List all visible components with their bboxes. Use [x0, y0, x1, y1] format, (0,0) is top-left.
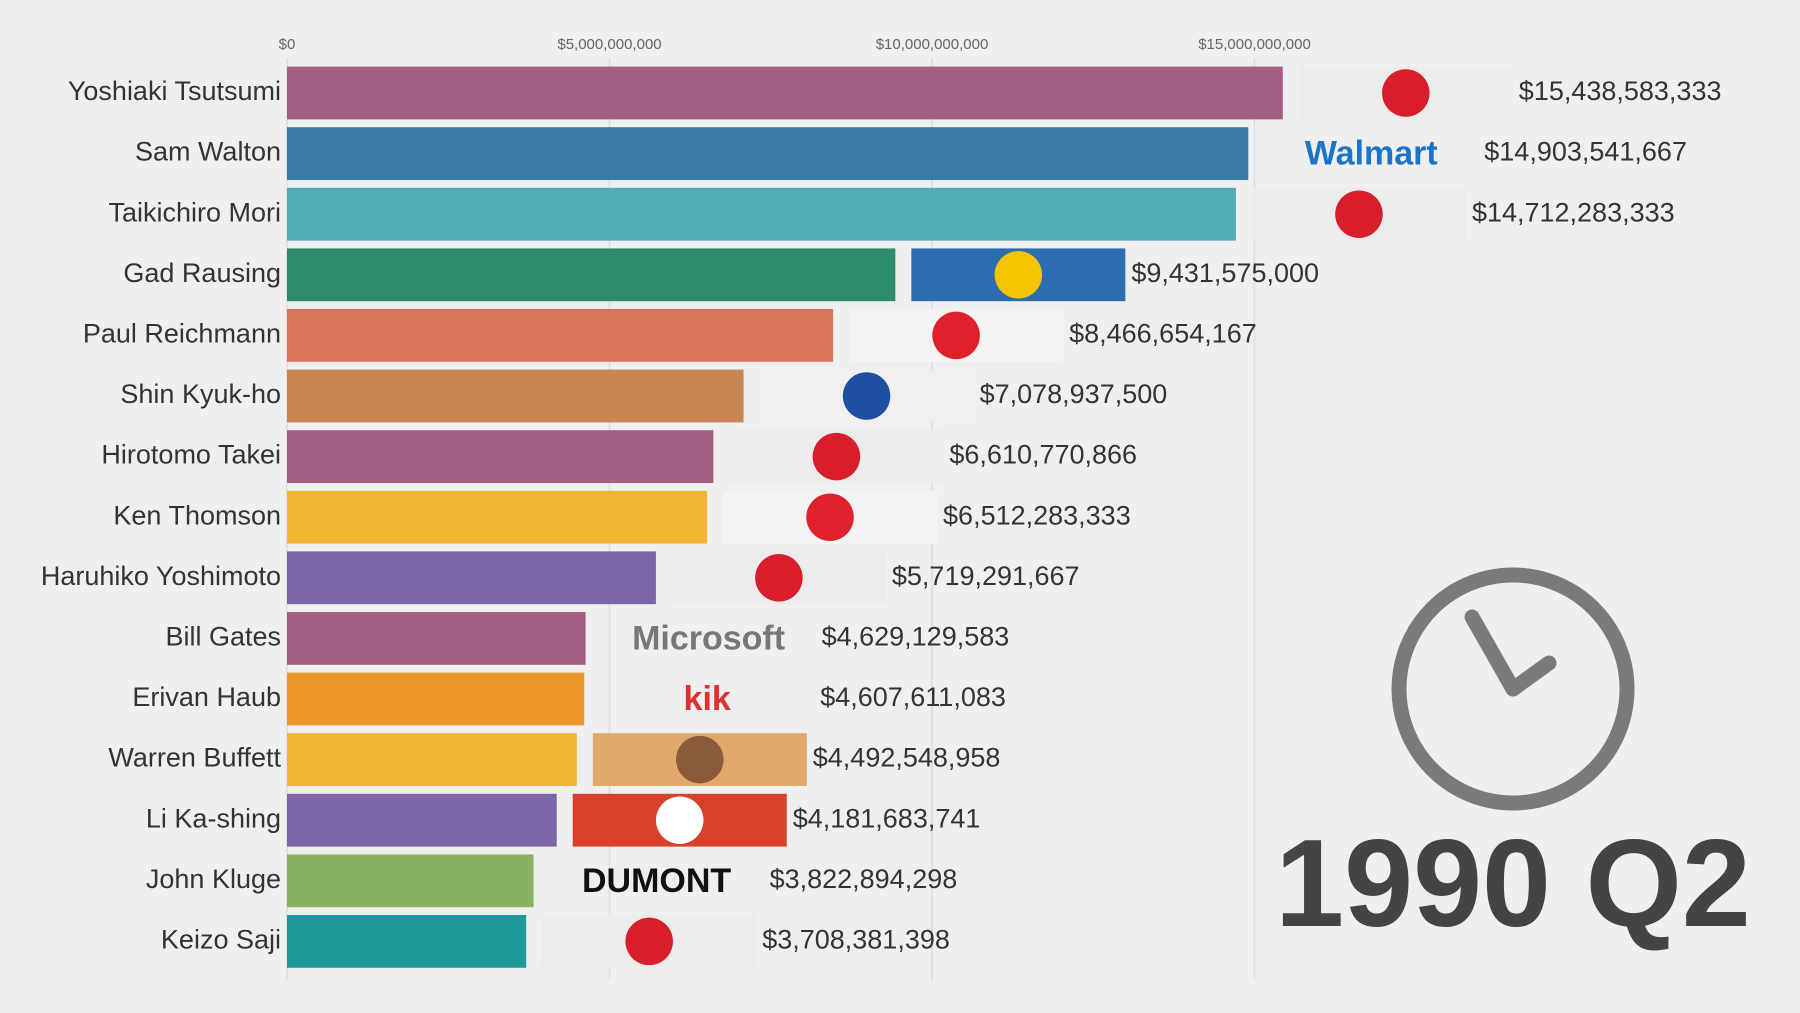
category-label: Sam Walton — [135, 137, 281, 167]
bar — [287, 430, 714, 483]
category-label: Ken Thomson — [113, 500, 281, 530]
bar — [287, 733, 577, 786]
flag-emblem — [812, 432, 861, 481]
flag-emblem — [932, 311, 980, 360]
value-label: $4,181,683,741 — [793, 803, 981, 833]
badge: DUMONT — [582, 862, 731, 900]
bar — [287, 490, 708, 544]
bar — [287, 551, 656, 605]
badge — [572, 793, 787, 847]
category-label: Keizo Saji — [161, 925, 281, 955]
value-label: $5,719,291,667 — [892, 561, 1080, 591]
bar — [287, 66, 1283, 120]
value-label: $9,431,575,000 — [1131, 258, 1319, 288]
value-label: $3,708,381,398 — [762, 925, 950, 955]
value-label: $4,607,611,083 — [820, 682, 1006, 712]
value-label: $14,712,283,333 — [1472, 197, 1675, 227]
category-label: Haruhiko Yoshimoto — [41, 561, 281, 591]
clock-hand — [1505, 655, 1557, 697]
category-label: Taikichiro Mori — [108, 197, 281, 227]
logo-text: Walmart — [1305, 135, 1438, 173]
bar — [287, 672, 585, 726]
flag-emblem — [806, 493, 854, 541]
bar — [287, 612, 586, 665]
value-label: $8,466,654,167 — [1069, 319, 1257, 349]
badge — [542, 915, 757, 968]
logo-text: Microsoft — [632, 619, 785, 657]
category-label: Erivan Haub — [132, 682, 281, 712]
flag-emblem — [676, 735, 724, 784]
bar — [287, 854, 534, 908]
flag-emblem — [755, 554, 803, 602]
x-tick-label: $10,000,000,000 — [876, 36, 989, 53]
bar — [287, 127, 1249, 180]
value-label: $14,903,541,667 — [1484, 137, 1687, 167]
category-label: Li Ka-shing — [146, 803, 281, 833]
period-label: 1990 Q2 — [1275, 815, 1751, 953]
badge — [1251, 187, 1466, 241]
flag-emblem — [842, 372, 891, 420]
value-label: $15,438,583,333 — [1519, 76, 1722, 106]
value-label: $6,512,283,333 — [943, 500, 1131, 530]
flag-emblem — [655, 796, 704, 844]
logo-text: kik — [684, 680, 731, 718]
category-label: Hirotomo Takei — [101, 440, 281, 470]
x-tick-label: $15,000,000,000 — [1198, 36, 1311, 53]
category-label: Yoshiaki Tsutsumi — [68, 76, 281, 106]
bar — [287, 793, 557, 847]
x-tick-label: $5,000,000,000 — [557, 36, 661, 53]
badge — [759, 369, 974, 423]
flag-emblem — [1382, 69, 1430, 117]
bar — [287, 369, 744, 423]
clock-icon — [1391, 567, 1635, 811]
category-label: Bill Gates — [165, 622, 281, 652]
clock-hand — [1464, 609, 1521, 697]
value-label: $6,610,770,866 — [949, 440, 1137, 470]
value-label: $7,078,937,500 — [980, 379, 1168, 409]
bar — [287, 915, 527, 968]
badge — [849, 309, 1064, 362]
badge — [729, 430, 944, 483]
bar — [287, 248, 896, 302]
x-tick-label: $0 — [279, 36, 296, 53]
flag-emblem — [994, 251, 1043, 299]
value-label: $3,822,894,298 — [770, 864, 958, 894]
badge — [1298, 66, 1513, 120]
category-label: Gad Rausing — [123, 258, 281, 288]
bar — [287, 187, 1236, 241]
category-label: Paul Reichmann — [83, 319, 281, 349]
badge: Microsoft — [632, 619, 785, 657]
category-label: Shin Kyuk-ho — [120, 379, 281, 409]
bar — [287, 309, 834, 362]
value-label: $4,492,548,958 — [813, 743, 1001, 773]
badge — [911, 248, 1126, 302]
value-label: $4,629,129,583 — [822, 622, 1010, 652]
badge — [671, 551, 886, 605]
category-label: John Kluge — [146, 864, 281, 894]
badge: kik — [684, 680, 731, 718]
flag-emblem — [1335, 190, 1383, 238]
flag-emblem — [625, 917, 673, 966]
clock-face — [1391, 567, 1635, 811]
badge — [592, 733, 807, 786]
logo-text: DUMONT — [582, 862, 731, 900]
badge: Walmart — [1305, 135, 1438, 173]
badge — [723, 490, 938, 544]
category-label: Warren Buffett — [108, 743, 281, 773]
